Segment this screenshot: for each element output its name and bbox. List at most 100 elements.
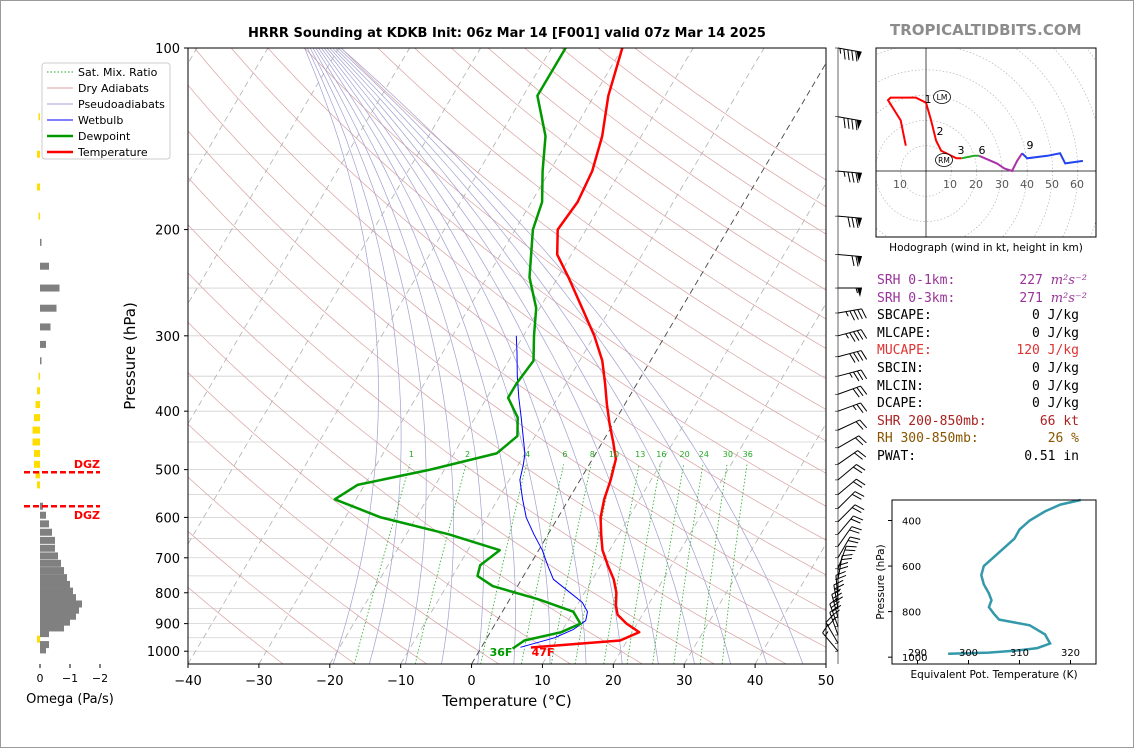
hodo-height-label: 1 bbox=[925, 93, 932, 106]
barb-half bbox=[845, 311, 849, 317]
y-tick-label: 300 bbox=[155, 330, 180, 345]
x-tick-label: −30 bbox=[245, 674, 272, 689]
barb-full bbox=[853, 310, 859, 320]
param-row: MLCIN: 0 J/kg bbox=[877, 378, 1097, 396]
barb-full bbox=[841, 557, 852, 561]
legend-entry: Dewpoint bbox=[78, 130, 131, 143]
mixing-ratio-label: 10 bbox=[609, 450, 619, 459]
barb-full bbox=[860, 329, 868, 339]
param-value: 66 kt bbox=[1039, 413, 1079, 429]
x-tick-label: 0 bbox=[467, 674, 475, 689]
barb-shaft bbox=[822, 632, 839, 652]
barb-full bbox=[847, 118, 850, 129]
barb-full bbox=[849, 310, 855, 321]
mixing-ratio-line bbox=[480, 464, 527, 664]
omega-bar bbox=[32, 426, 40, 434]
skewt-axes-frame bbox=[187, 47, 827, 665]
mixing-ratio-label: 24 bbox=[699, 450, 709, 459]
legend: Sat. Mix. Ratio Dry Adiabats Pseudoadiabat… bbox=[41, 62, 171, 160]
barb-full bbox=[831, 588, 841, 595]
barb-full bbox=[856, 404, 864, 414]
wind-barb bbox=[837, 515, 864, 535]
wind-barb bbox=[837, 553, 853, 580]
omega-bar bbox=[40, 630, 49, 638]
x-tick-label: 20 bbox=[605, 674, 622, 689]
barb-full bbox=[852, 388, 860, 398]
mixing-ratio-label: 8 bbox=[590, 450, 595, 459]
mixing-ratio-label: 30 bbox=[723, 450, 733, 459]
barb-full bbox=[830, 601, 840, 609]
param-number: 271 bbox=[1019, 290, 1043, 306]
omega-bar bbox=[40, 304, 57, 312]
mixing-ratio-line bbox=[721, 464, 748, 664]
dry-adiabat bbox=[188, 530, 356, 664]
theta-e-x-tick-label: 310 bbox=[1010, 648, 1029, 659]
mixing-ratio-line bbox=[603, 464, 640, 664]
mixing-ratio-label: 13 bbox=[635, 450, 645, 459]
pseudoadiabat bbox=[321, 48, 551, 664]
theta-e-x-tick-label: 300 bbox=[959, 648, 978, 659]
barb-full bbox=[856, 351, 864, 361]
x-tick-label: 30 bbox=[676, 674, 693, 689]
omega-bar bbox=[37, 150, 40, 158]
omega-bar bbox=[38, 113, 40, 121]
param-unit: m²s⁻² bbox=[1050, 290, 1087, 306]
wind-barb bbox=[837, 419, 868, 431]
barb-full bbox=[849, 536, 861, 540]
hodograph-plot-area bbox=[876, 48, 1096, 237]
wind-barb bbox=[837, 308, 867, 321]
mixing-ratio-label: 16 bbox=[656, 450, 666, 459]
barb-full bbox=[849, 332, 856, 342]
pseudoadiabat bbox=[335, 48, 731, 664]
barb-shaft bbox=[829, 603, 839, 627]
param-label: DCAPE: bbox=[877, 396, 924, 412]
dry-adiabat bbox=[597, 48, 826, 208]
barb-full bbox=[846, 545, 857, 548]
mixing-ratio-label: 2 bbox=[465, 450, 470, 459]
omega-bar bbox=[40, 323, 51, 331]
wind-barb bbox=[837, 116, 862, 131]
barb-half bbox=[824, 631, 829, 637]
dry-adiabat bbox=[188, 224, 787, 664]
storm-motion-marker bbox=[935, 153, 953, 167]
barb-full bbox=[855, 256, 859, 267]
wind-barb bbox=[837, 385, 868, 398]
param-value: 0 J/kg bbox=[1032, 325, 1079, 341]
omega-bar bbox=[40, 340, 46, 348]
param-value: 0 J/kg bbox=[1032, 360, 1079, 376]
wind-barb bbox=[837, 329, 868, 342]
pseudoadiabat bbox=[340, 48, 804, 664]
barb-full bbox=[827, 617, 836, 627]
barb-full bbox=[851, 507, 862, 513]
mixing-ratio-label: 6 bbox=[562, 450, 567, 459]
omega-bar bbox=[32, 438, 40, 446]
param-row: PWAT: 0.51 in bbox=[877, 448, 1097, 466]
wind-barb bbox=[837, 545, 857, 569]
omega-bar bbox=[40, 618, 70, 626]
barb-shaft bbox=[837, 170, 862, 174]
param-row: SBCAPE: 0 J/kg bbox=[877, 307, 1097, 325]
barb-flag bbox=[856, 120, 862, 130]
barb-full bbox=[854, 452, 863, 460]
barb-full bbox=[851, 526, 862, 531]
barb-full bbox=[855, 421, 864, 430]
barb-full bbox=[829, 597, 839, 605]
pseudoadiabat bbox=[323, 48, 587, 664]
param-value: 26 % bbox=[1047, 431, 1079, 447]
hodo-tick-label: 10 bbox=[943, 178, 957, 191]
legend-entry: Wetbulb bbox=[78, 114, 123, 127]
legend-entry: Dry Adiabats bbox=[78, 82, 149, 95]
hodo-tick-label: 60 bbox=[1070, 178, 1084, 191]
param-label: SBCAPE: bbox=[877, 308, 932, 324]
mixing-ratio-label: 1 bbox=[409, 450, 414, 459]
wind-barb bbox=[837, 369, 868, 382]
theta-e-y-tick-label: 600 bbox=[902, 562, 921, 573]
barb-full bbox=[853, 352, 860, 362]
barb-shaft bbox=[837, 402, 861, 412]
x-tick-label: 50 bbox=[818, 674, 835, 689]
dry-adiabat bbox=[561, 48, 826, 235]
param-row: DCAPE: 0 J/kg bbox=[877, 395, 1097, 413]
barb-full bbox=[851, 119, 854, 130]
pseudoadiabat bbox=[304, 48, 379, 664]
dry-adiabat bbox=[188, 130, 826, 611]
